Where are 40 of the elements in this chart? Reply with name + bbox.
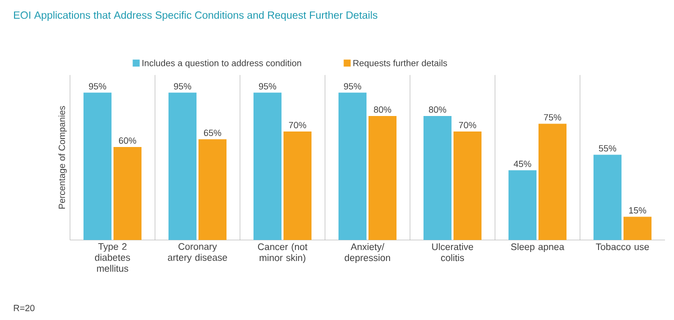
bar xyxy=(338,92,367,240)
data-label: 60% xyxy=(118,137,136,144)
bar xyxy=(454,131,482,240)
x-tick-label: Anxiety/ depression xyxy=(344,243,390,263)
bar xyxy=(84,92,112,240)
text: R=20 xyxy=(14,304,35,312)
bar xyxy=(624,216,652,240)
data-label: 45% xyxy=(514,160,532,168)
bar xyxy=(113,146,142,240)
bar xyxy=(594,154,622,240)
data-label: 95% xyxy=(344,83,362,90)
legend-label: Requests further details xyxy=(353,60,448,68)
data-label: 95% xyxy=(258,83,276,90)
data-label: 80% xyxy=(428,106,446,113)
bar xyxy=(368,116,396,240)
data-label: 70% xyxy=(458,122,476,128)
bar xyxy=(168,92,197,240)
bar xyxy=(284,131,312,240)
bar xyxy=(198,139,226,240)
legend-label: Includes a question to address condition xyxy=(142,60,302,68)
x-tick-label: Cancer (not minor skin) xyxy=(258,243,308,263)
bar xyxy=(508,170,537,240)
bar xyxy=(424,116,452,240)
data-label: 75% xyxy=(544,114,562,121)
x-tick-label: Tobacco use xyxy=(596,243,649,250)
x-tick-label: Sleep apnea xyxy=(511,243,564,252)
y-axis-title: Percentage of Companies xyxy=(58,106,67,209)
x-tick-label: Type 2 diabetes mellitus xyxy=(95,243,130,272)
bar xyxy=(254,92,282,240)
data-label: 15% xyxy=(629,207,646,214)
x-tick-label: Ulcerative colitis xyxy=(432,243,474,262)
data-label: 95% xyxy=(88,83,106,90)
chart-title: EOI Applications that Address Specific Conditions and Request Further Details xyxy=(14,11,378,21)
data-label: 80% xyxy=(374,106,392,113)
bar xyxy=(538,124,566,240)
data-label: 95% xyxy=(174,83,192,90)
data-label: 70% xyxy=(288,122,306,128)
data-label: 65% xyxy=(204,130,222,136)
data-label: 55% xyxy=(598,145,616,152)
x-tick-label: Coronary artery disease xyxy=(168,243,228,263)
